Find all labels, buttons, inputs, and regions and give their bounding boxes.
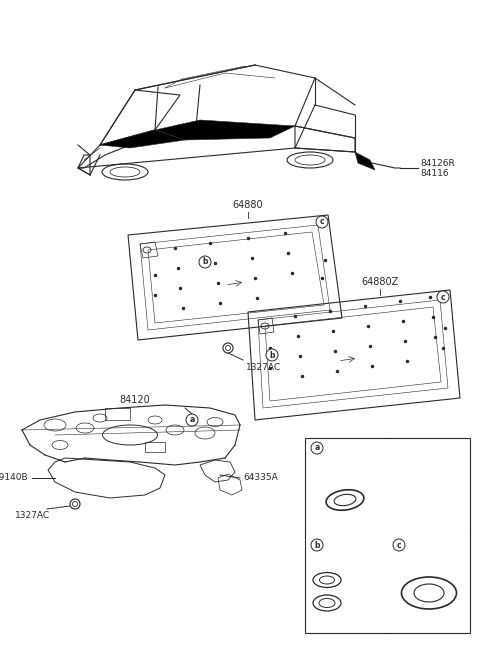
Text: 64880: 64880 <box>233 200 264 210</box>
Circle shape <box>437 291 449 303</box>
Circle shape <box>393 539 405 551</box>
Circle shape <box>311 442 323 454</box>
Polygon shape <box>355 152 375 170</box>
Text: b: b <box>202 257 208 266</box>
Text: c: c <box>396 541 401 550</box>
Circle shape <box>316 216 328 228</box>
Text: a: a <box>190 415 194 424</box>
Bar <box>105 408 130 420</box>
Text: 84220U: 84220U <box>357 575 392 584</box>
Circle shape <box>266 349 278 361</box>
Circle shape <box>186 414 198 426</box>
Text: 84120: 84120 <box>119 395 150 405</box>
Text: a: a <box>314 444 320 453</box>
Polygon shape <box>100 130 185 148</box>
Bar <box>305 438 470 633</box>
Text: b: b <box>269 350 275 359</box>
Text: 84136: 84136 <box>409 540 440 550</box>
Text: b: b <box>314 541 320 550</box>
Text: 84147: 84147 <box>327 443 358 453</box>
Text: c: c <box>320 217 324 226</box>
Text: 84116: 84116 <box>420 170 449 179</box>
Circle shape <box>311 539 323 551</box>
Text: 1327AC: 1327AC <box>15 511 50 520</box>
Polygon shape <box>155 120 295 140</box>
Text: 29140B: 29140B <box>0 473 28 482</box>
Text: 84219E: 84219E <box>357 599 391 608</box>
Text: 64335A: 64335A <box>243 473 278 482</box>
Text: 84126R: 84126R <box>420 159 455 168</box>
Text: 1327AC: 1327AC <box>246 363 281 372</box>
Bar <box>145 442 165 452</box>
Circle shape <box>199 256 211 268</box>
Text: 64880Z: 64880Z <box>361 277 398 287</box>
Text: c: c <box>441 292 445 301</box>
